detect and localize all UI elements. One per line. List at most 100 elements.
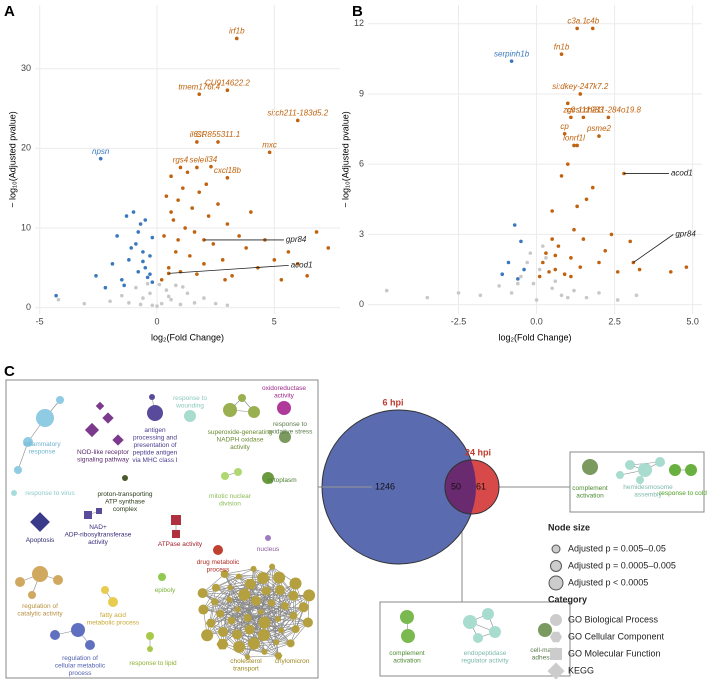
point <box>138 302 143 307</box>
point <box>206 214 211 218</box>
legend-label: KEGG <box>568 665 594 675</box>
point <box>173 250 178 254</box>
node <box>234 468 242 476</box>
node <box>220 570 229 579</box>
point-label: serpinh1b <box>494 49 530 58</box>
node <box>84 511 92 519</box>
point-label: cp <box>560 122 569 131</box>
node <box>550 631 562 643</box>
node <box>538 623 552 637</box>
legend-label: GO Molecular Function <box>568 648 661 658</box>
point <box>326 246 331 250</box>
y-tick-label: 0 <box>359 299 364 309</box>
edge <box>222 631 265 653</box>
node-label: cholesterol transport <box>230 658 262 673</box>
edge <box>203 576 240 610</box>
labeled-point <box>295 118 300 123</box>
point <box>204 182 209 186</box>
node <box>261 586 272 596</box>
node <box>274 652 283 660</box>
venn-label: 6 hpi <box>382 397 403 407</box>
node <box>213 545 223 555</box>
point <box>603 248 608 253</box>
label-line: presentation of <box>133 442 176 449</box>
label-line: cholesterol <box>230 658 262 665</box>
point <box>528 251 533 255</box>
node <box>50 630 60 640</box>
node <box>482 608 494 620</box>
node <box>223 403 237 417</box>
point-label: lonrf1l <box>563 134 585 143</box>
edge <box>247 655 279 658</box>
labeled-point <box>606 115 611 120</box>
point <box>575 204 579 209</box>
point <box>544 256 548 260</box>
label-line: regulation of <box>62 655 98 662</box>
node <box>625 460 635 470</box>
node <box>616 471 624 479</box>
point-label: irf1b <box>229 27 245 36</box>
label-line: division <box>219 500 241 507</box>
edge <box>276 606 304 643</box>
edge <box>215 577 264 589</box>
label-line: activation <box>393 657 421 664</box>
node-label: drug metabolic process <box>197 559 240 574</box>
node <box>257 629 270 642</box>
node <box>23 437 33 447</box>
point <box>305 273 309 278</box>
node <box>244 624 255 635</box>
point <box>553 253 558 258</box>
node <box>655 457 665 467</box>
node <box>257 609 264 615</box>
point <box>134 242 138 246</box>
y-tick-label: 10 <box>21 222 31 232</box>
edge <box>214 601 223 645</box>
x-tick-label: -5 <box>36 316 44 326</box>
node-label: endopeptidase regulator activity <box>461 650 509 665</box>
x-axis-label: log₂(Fold Change) <box>151 332 224 342</box>
node <box>197 588 208 599</box>
node <box>205 618 216 628</box>
x-tick-label: 2.5 <box>608 316 621 326</box>
point <box>572 227 576 232</box>
y-axis-label: − log₁₀(Adjusted pvalue) <box>340 111 350 208</box>
point <box>173 283 178 288</box>
node <box>198 604 209 615</box>
point <box>202 262 206 266</box>
node <box>108 597 118 607</box>
node <box>171 515 181 525</box>
edge <box>239 595 310 648</box>
label-line: process <box>207 566 231 573</box>
point <box>569 256 573 260</box>
point <box>169 210 173 214</box>
point <box>220 258 225 262</box>
label-line: response <box>29 448 56 455</box>
edge <box>224 573 280 578</box>
node <box>172 530 180 538</box>
y-tick-label: 20 <box>21 143 31 153</box>
edge <box>215 576 239 589</box>
node-label: response to lipid <box>129 660 177 667</box>
point <box>609 232 614 237</box>
legend-label: Adjusted p < 0.0005 <box>568 577 648 587</box>
label-line: superoxide-generating <box>208 429 273 436</box>
point <box>249 210 253 214</box>
node-label: NAD+ ADP-ribosyltransferase activity <box>65 524 132 546</box>
labeled-point <box>234 36 239 41</box>
edge <box>239 643 291 648</box>
point <box>531 281 536 286</box>
point <box>295 262 300 266</box>
point <box>541 260 545 265</box>
node <box>201 629 214 642</box>
legend-label: GO Biological Process <box>568 614 659 624</box>
label-line: response to cold <box>659 490 707 497</box>
node <box>184 410 196 422</box>
node <box>247 637 260 650</box>
legend-label: GO Cellular Component <box>568 631 665 641</box>
point <box>559 174 564 178</box>
label-line: cellular metabolic <box>55 662 106 669</box>
node <box>261 648 268 655</box>
x-tick-label: 5.0 <box>686 316 699 326</box>
node <box>277 401 291 415</box>
node-label: oxidoreductase activity <box>262 385 306 400</box>
